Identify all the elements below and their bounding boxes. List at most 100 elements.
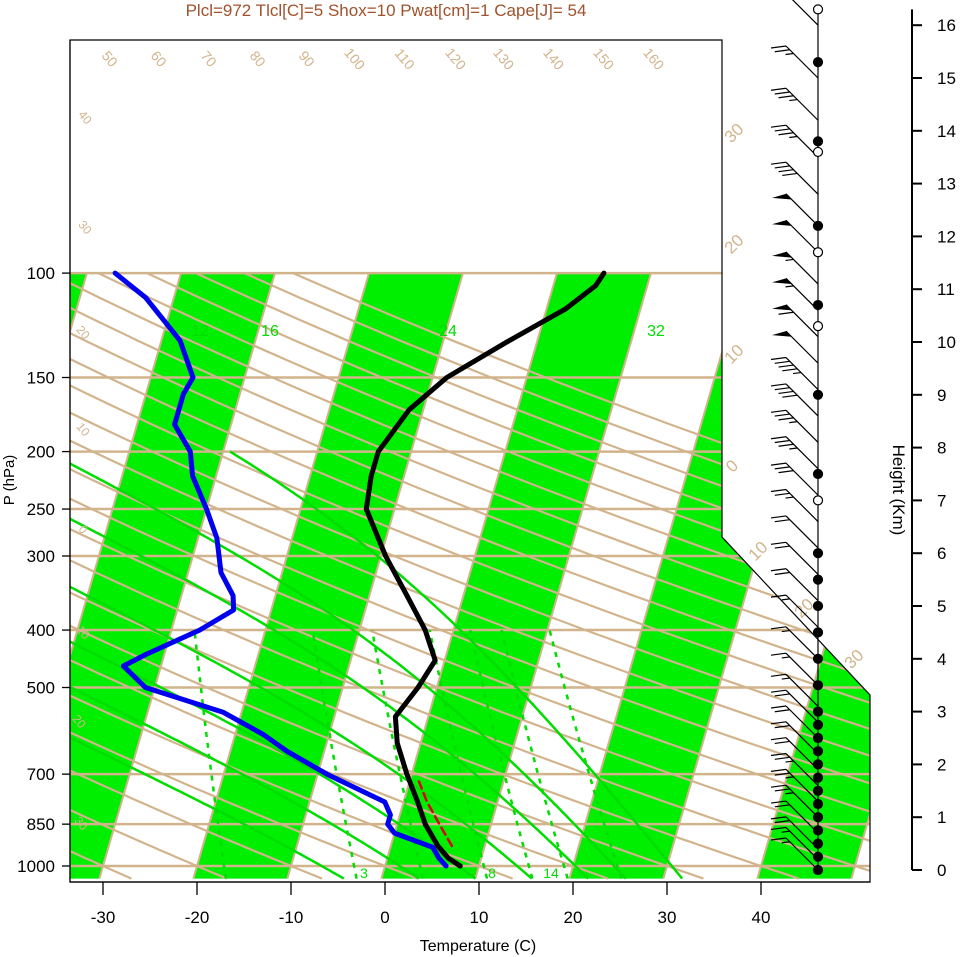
height-tick-label: 15 [937,69,956,88]
barb-full [770,515,787,519]
barb-shaft [785,784,819,818]
barb-full [770,837,787,841]
barb-full [774,519,790,523]
wind-height-marker [812,812,824,823]
y-tick-label: 500 [27,679,55,698]
barb-shaft [785,768,819,802]
wind-height-marker [812,468,824,480]
barb-full [770,541,787,545]
wind-height-marker [812,864,824,876]
barb-shaft [785,87,819,121]
x-tick-label: 20 [564,908,583,927]
barb-full [778,417,794,421]
wind-height-marker [812,389,824,400]
height-tick-label: 7 [937,491,946,510]
isotherm [945,273,961,878]
barb-half [789,135,798,139]
y-tick-label: 850 [27,815,55,834]
wind-height-marker [812,495,824,506]
x-axis-label: Temperature (C) [420,938,536,955]
wind-height-marker [812,680,824,691]
isotherm-label-right: 0 [722,456,742,476]
wind-profile [770,0,824,876]
barb-full [782,368,798,372]
barb-half [789,421,798,424]
right-axis-label: Height (Km) [889,445,908,536]
barb-shaft [785,193,819,227]
wind-height-marker [812,851,824,862]
barb-shaft [785,673,819,707]
wind-barb [770,409,819,443]
wind-barb [770,784,819,818]
y-tick-label: 400 [27,621,55,640]
barb-flag [772,251,792,258]
height-tick-label: 12 [937,227,956,246]
barb-full [770,383,787,387]
wind-height-marker [812,600,824,612]
barb-full [770,689,787,693]
dry-adiabat [97,272,870,880]
isotherm-label-right: 30 [721,120,748,147]
barb-full [778,364,794,368]
dry-adiabat [70,272,704,880]
wind-height-marker [812,719,824,730]
wind-height-marker [812,299,824,311]
wind-barb [770,752,819,786]
barb-full [770,409,787,413]
wind-barb [770,568,819,602]
barb-half [781,629,790,633]
height-tick-label: 6 [937,544,946,563]
wind-height-marker [812,746,824,757]
dewpoint-line [112,270,449,869]
wind-barb [770,689,819,723]
barb-half [792,371,802,375]
height-tick-label: 2 [937,755,946,774]
barb-full [774,128,790,132]
barb-half [781,841,790,844]
barb-shaft [785,594,819,628]
mixing-ratio-label-top: 24 [439,323,457,340]
barb-full [774,788,790,792]
wind-barb [770,768,819,802]
moist-adiabats [70,450,684,880]
mixing-ratio-line [193,629,228,879]
barb-full [770,652,787,656]
mixing-ratio-lines [193,629,623,879]
wind-barb [772,219,819,253]
barb-shaft [785,827,819,860]
temperature-line [363,270,607,869]
dry-adiabat [70,272,870,880]
barb-flag [772,193,792,200]
parcel-line [417,780,454,848]
barb-full [770,626,787,630]
x-tick-label: -20 [185,908,210,927]
barb-shaft [785,626,819,660]
barb-flag [772,220,792,226]
barb-half [781,656,790,659]
dry-adiabat [70,272,870,880]
isotherm [474,272,652,879]
barb-full [774,165,790,169]
barb-full [774,772,790,776]
moist-adiabat [70,450,590,880]
height-tick-label: 11 [937,280,955,299]
moist-adiabat [70,450,533,880]
wind-height-marker [812,653,824,664]
barb-full [774,387,790,391]
barb-shaft [785,161,819,195]
barb-full [774,91,790,95]
barb-full [774,439,790,444]
barb-full [770,705,787,709]
barb-full [774,571,790,576]
wind-height-marker [812,825,824,836]
barb-full [770,784,787,788]
isotherm-band [757,273,870,879]
dry-adiabat [70,272,870,880]
barb-full [774,693,790,697]
x-tick-label: 0 [380,908,389,927]
barb-full [770,87,787,91]
wind-height-marker [812,321,824,332]
wind-barb [770,356,819,390]
barb-shaft [785,737,819,771]
dry-adiabat [70,272,870,880]
